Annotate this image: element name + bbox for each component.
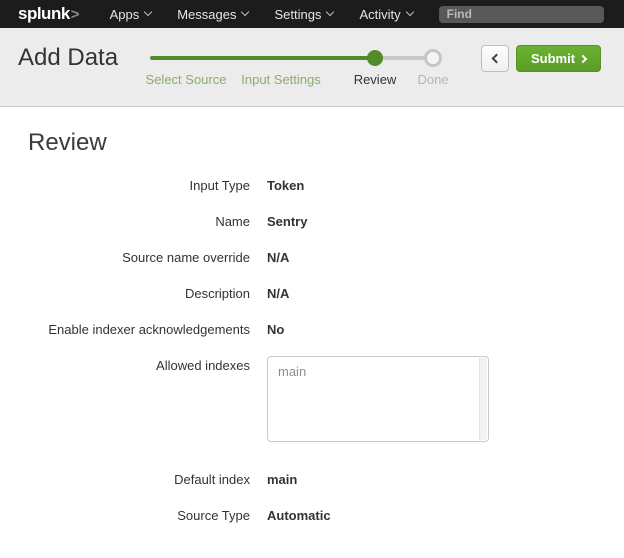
step-label-review: Review [353,72,397,87]
progress-bar-remaining [375,56,433,60]
caret-down-icon [405,7,414,17]
chevron-left-icon [491,53,502,64]
step-circle-done [424,49,442,67]
caret-down-icon [241,7,250,17]
listbox-scrollbar[interactable] [479,358,487,440]
add-data-header: Add Data Select Source Input Settings Re… [0,28,624,107]
step-label-done: Done [417,72,449,87]
step-label-select-source[interactable]: Select Source [145,72,227,87]
find-input[interactable] [438,5,604,23]
review-fields: Input Type Token Name Sentry Source name… [0,176,624,526]
field-label: Name [215,214,250,229]
field-value: N/A [267,250,290,265]
field-value: Token [267,178,305,193]
submit-button[interactable]: Submit [516,45,601,72]
field-value: Automatic [267,508,331,523]
nav-item-settings[interactable]: Settings [274,6,335,22]
field-value: N/A [267,286,290,301]
field-row-input-type: Input Type Token [0,176,624,196]
nav-item-messages[interactable]: Messages [177,6,250,22]
top-navbar: splunk > Apps Messages Settings Activity [0,0,624,28]
field-label: Default index [174,472,250,487]
field-value: main [267,472,298,487]
field-row-source-type: Source Type Automatic [0,506,624,526]
field-row-default-index: Default index main [0,470,624,490]
nav-item-apps[interactable]: Apps [109,6,153,22]
nav-item-label: Apps [109,6,140,22]
submit-button-label: Submit [530,51,576,66]
caret-down-icon [326,7,335,17]
nav-item-label: Activity [359,6,401,22]
allowed-indexes-value: main [278,364,307,379]
field-value: No [267,322,285,337]
field-label: Source name override [122,250,250,265]
caret-down-icon [143,7,153,17]
page-title: Add Data [18,44,119,71]
field-row-indexer-acknowledgements: Enable indexer acknowledgements No [0,320,624,340]
field-row-source-name-override: Source name override N/A [0,248,624,268]
nav-item-label: Messages [177,6,237,22]
field-label: Description [184,286,250,301]
splunk-logo-text: splunk [18,4,70,23]
field-row-name: Name Sentry [0,212,624,232]
field-label: Enable indexer acknowledgements [48,322,250,337]
step-label-input-settings[interactable]: Input Settings [241,72,321,87]
nav-item-label: Settings [274,6,322,22]
field-row-allowed-indexes: Allowed indexes main [0,356,624,442]
step-dot-current [367,50,383,66]
field-value: Sentry [267,214,308,229]
field-label: Allowed indexes [156,358,250,373]
progress-stepper: Select Source Input Settings Review Done [146,28,460,106]
review-panel: Review Input Type Token Name Sentry Sour… [0,107,624,526]
splunk-logo-chevron: > [70,6,80,23]
progress-bar-complete [150,56,375,60]
header-actions: Submit [481,45,601,72]
nav-menu: Apps Messages Settings Activity [110,7,439,22]
splunk-logo[interactable]: splunk > [18,4,80,24]
allowed-indexes-listbox[interactable]: main [267,356,489,442]
nav-item-activity[interactable]: Activity [359,6,414,22]
back-button[interactable] [481,45,509,72]
review-heading: Review [28,129,107,156]
field-label: Source Type [177,508,250,523]
field-label: Input Type [189,178,250,193]
field-row-description: Description N/A [0,284,624,304]
chevron-right-icon [578,54,588,63]
